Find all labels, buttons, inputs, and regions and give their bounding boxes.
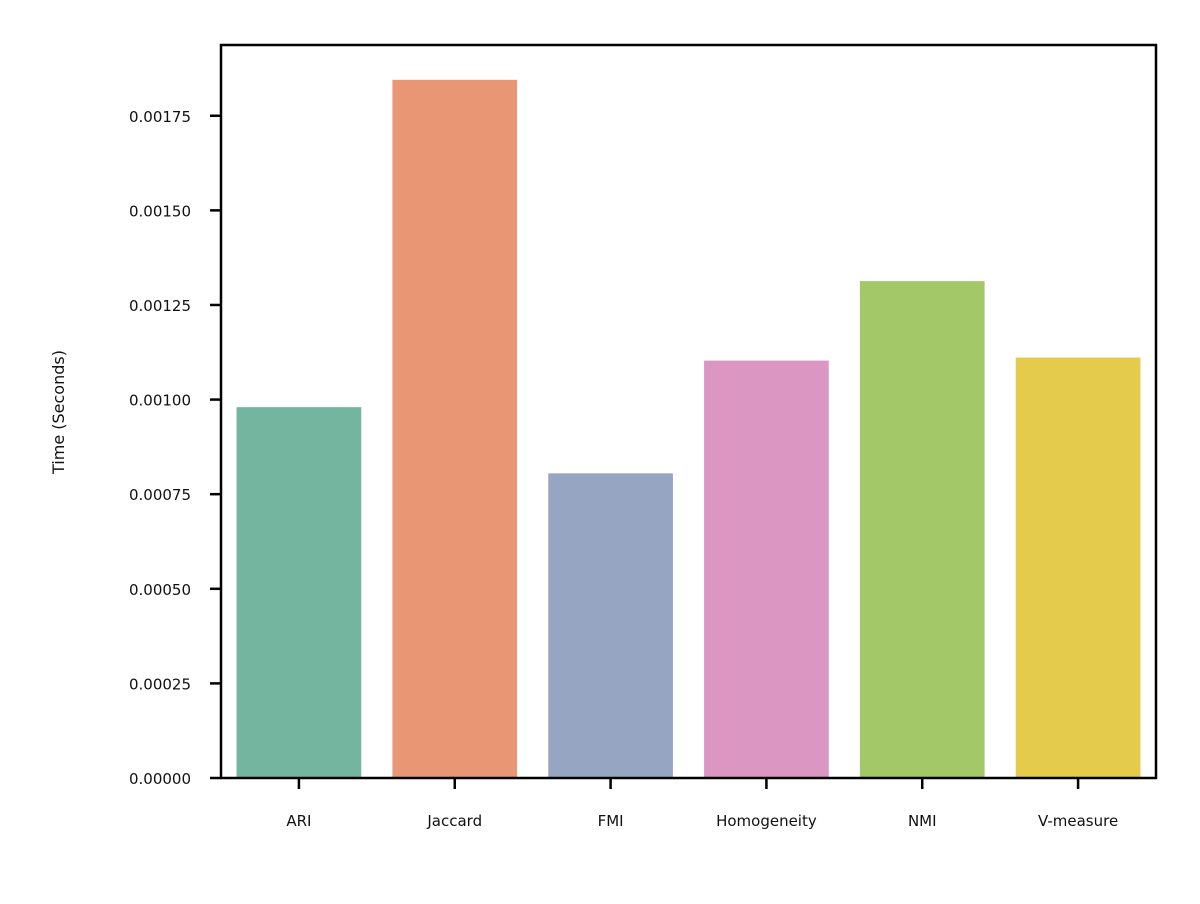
y-tick-label: 0.00000 <box>129 770 191 788</box>
bar-homogeneity <box>704 360 829 778</box>
y-axis: 0.00000 0.00025 0.00050 0.00075 0.00100 0.001… <box>129 108 221 788</box>
plot-background <box>221 45 1156 778</box>
y-tick-label: 0.00050 <box>129 581 191 599</box>
y-tick-label: 0.00075 <box>129 486 191 504</box>
bar-ari <box>236 407 362 778</box>
y-tick-label: 0.00150 <box>129 202 191 220</box>
bar-jaccard <box>392 79 518 779</box>
x-tick-label: ARI <box>286 812 311 830</box>
x-tick-label: FMI <box>598 812 624 830</box>
bar-v-measure <box>1015 357 1141 778</box>
x-axis: ARI Jaccard FMI Homogeneity NMI V-measure <box>286 778 1118 830</box>
y-tick-label: 0.00025 <box>129 675 191 693</box>
y-axis-label: Time (Seconds) <box>49 350 68 475</box>
x-tick-label: NMI <box>908 812 937 830</box>
x-tick-label: Jaccard <box>426 812 482 830</box>
bar-fmi <box>548 473 673 778</box>
bar-nmi <box>859 281 985 778</box>
y-tick-label: 0.00100 <box>129 392 191 410</box>
x-tick-label: Homogeneity <box>716 812 817 830</box>
bars-group <box>236 79 1141 779</box>
y-tick-label: 0.00125 <box>129 297 191 315</box>
plot-frame <box>219 43 1158 780</box>
y-tick-label: 0.00175 <box>129 108 191 126</box>
x-tick-label: V-measure <box>1038 812 1118 830</box>
